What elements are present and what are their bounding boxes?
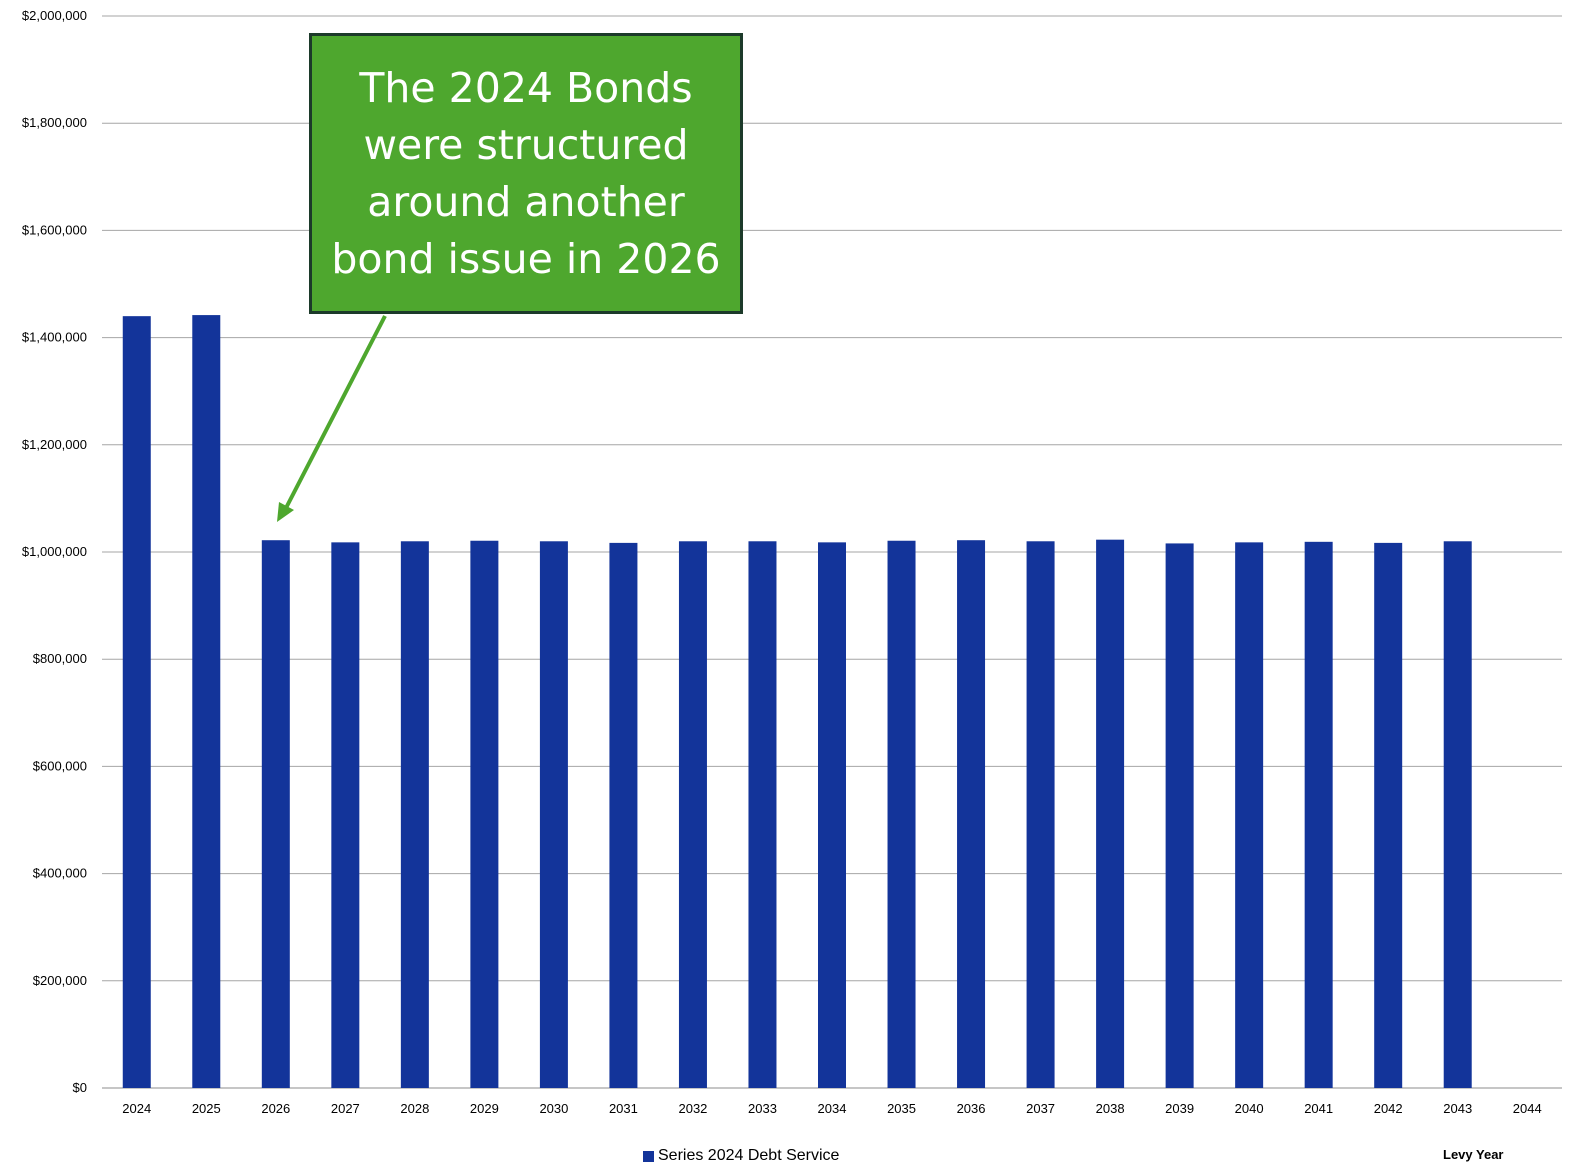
x-tick-label: 2031: [609, 1101, 638, 1116]
bar-2024: [122, 316, 151, 1088]
annotation-text: The 2024 Bonds were structured around an…: [331, 63, 721, 283]
x-tick-label: 2034: [818, 1101, 847, 1116]
y-tick-label: $1,400,000: [22, 330, 87, 345]
callout-arrow: [277, 315, 387, 522]
bar-2033: [748, 541, 777, 1088]
y-tick-label: $800,000: [33, 651, 87, 666]
bar-2031: [609, 542, 638, 1088]
bar-2030: [539, 541, 568, 1088]
x-tick-label: 2041: [1304, 1101, 1333, 1116]
annotation-callout: The 2024 Bonds were structured around an…: [309, 33, 743, 314]
y-tick-label: $1,600,000: [22, 222, 87, 237]
bar-2034: [818, 542, 846, 1088]
y-tick-label: $400,000: [33, 866, 87, 881]
bar-2028: [400, 541, 429, 1088]
bar-2036: [957, 540, 986, 1088]
x-tick-label: 2028: [400, 1101, 429, 1116]
legend-label: Series 2024 Debt Service: [658, 1147, 840, 1164]
y-tick-label: $0: [73, 1080, 87, 1095]
x-tick-label: 2040: [1235, 1101, 1264, 1116]
y-tick-label: $1,800,000: [22, 115, 87, 130]
bar-2026: [261, 540, 290, 1088]
x-tick-label: 2037: [1026, 1101, 1055, 1116]
x-tick-label: 2033: [748, 1101, 777, 1116]
bar-2040: [1235, 542, 1264, 1088]
bar-2032: [678, 541, 707, 1088]
bar-2025: [192, 315, 221, 1088]
bar-2039: [1165, 543, 1194, 1088]
y-tick-label: $1,000,000: [22, 544, 87, 559]
bar-2037: [1026, 541, 1055, 1088]
x-axis-ticks: 2024 2025 2026 2027 2028 2029 2030 2031 2032 2033…: [122, 1101, 1541, 1116]
arrow-line: [284, 315, 387, 509]
bar-2041: [1304, 541, 1333, 1088]
x-tick-label: 2025: [192, 1101, 221, 1116]
y-tick-label: $200,000: [33, 973, 87, 988]
x-tick-label: 2026: [261, 1101, 290, 1116]
bar-2038: [1096, 539, 1125, 1088]
x-tick-label: 2036: [957, 1101, 986, 1116]
x-tick-label: 2029: [470, 1101, 499, 1116]
y-tick-label: $1,200,000: [22, 437, 87, 452]
legend: Series 2024 Debt Service: [643, 1147, 839, 1165]
bar-2029: [470, 540, 499, 1088]
x-tick-label: 2024: [122, 1101, 151, 1116]
x-tick-label: 2030: [539, 1101, 568, 1116]
y-axis-ticks: $0 $200,000 $400,000 $600,000 $800,000 $1,000…: [22, 8, 87, 1095]
x-tick-label: 2039: [1165, 1101, 1194, 1116]
x-tick-label: 2032: [678, 1101, 707, 1116]
x-axis-title: Levy Year: [1443, 1147, 1504, 1162]
legend-swatch: [643, 1150, 654, 1162]
bar-2042: [1374, 542, 1403, 1088]
x-tick-label: 2035: [887, 1101, 916, 1116]
bars: [122, 315, 1472, 1088]
x-tick-label: 2038: [1096, 1101, 1125, 1116]
bar-2027: [331, 542, 360, 1088]
x-tick-label: 2027: [331, 1101, 360, 1116]
x-tick-label: 2042: [1374, 1101, 1403, 1116]
bar-2035: [887, 540, 916, 1088]
y-tick-label: $2,000,000: [22, 8, 87, 23]
bar-2043: [1443, 541, 1472, 1088]
y-tick-label: $600,000: [33, 758, 87, 773]
x-tick-label: 2044: [1513, 1101, 1542, 1116]
arrowhead-icon: [277, 502, 294, 522]
x-tick-label: 2043: [1443, 1101, 1472, 1116]
